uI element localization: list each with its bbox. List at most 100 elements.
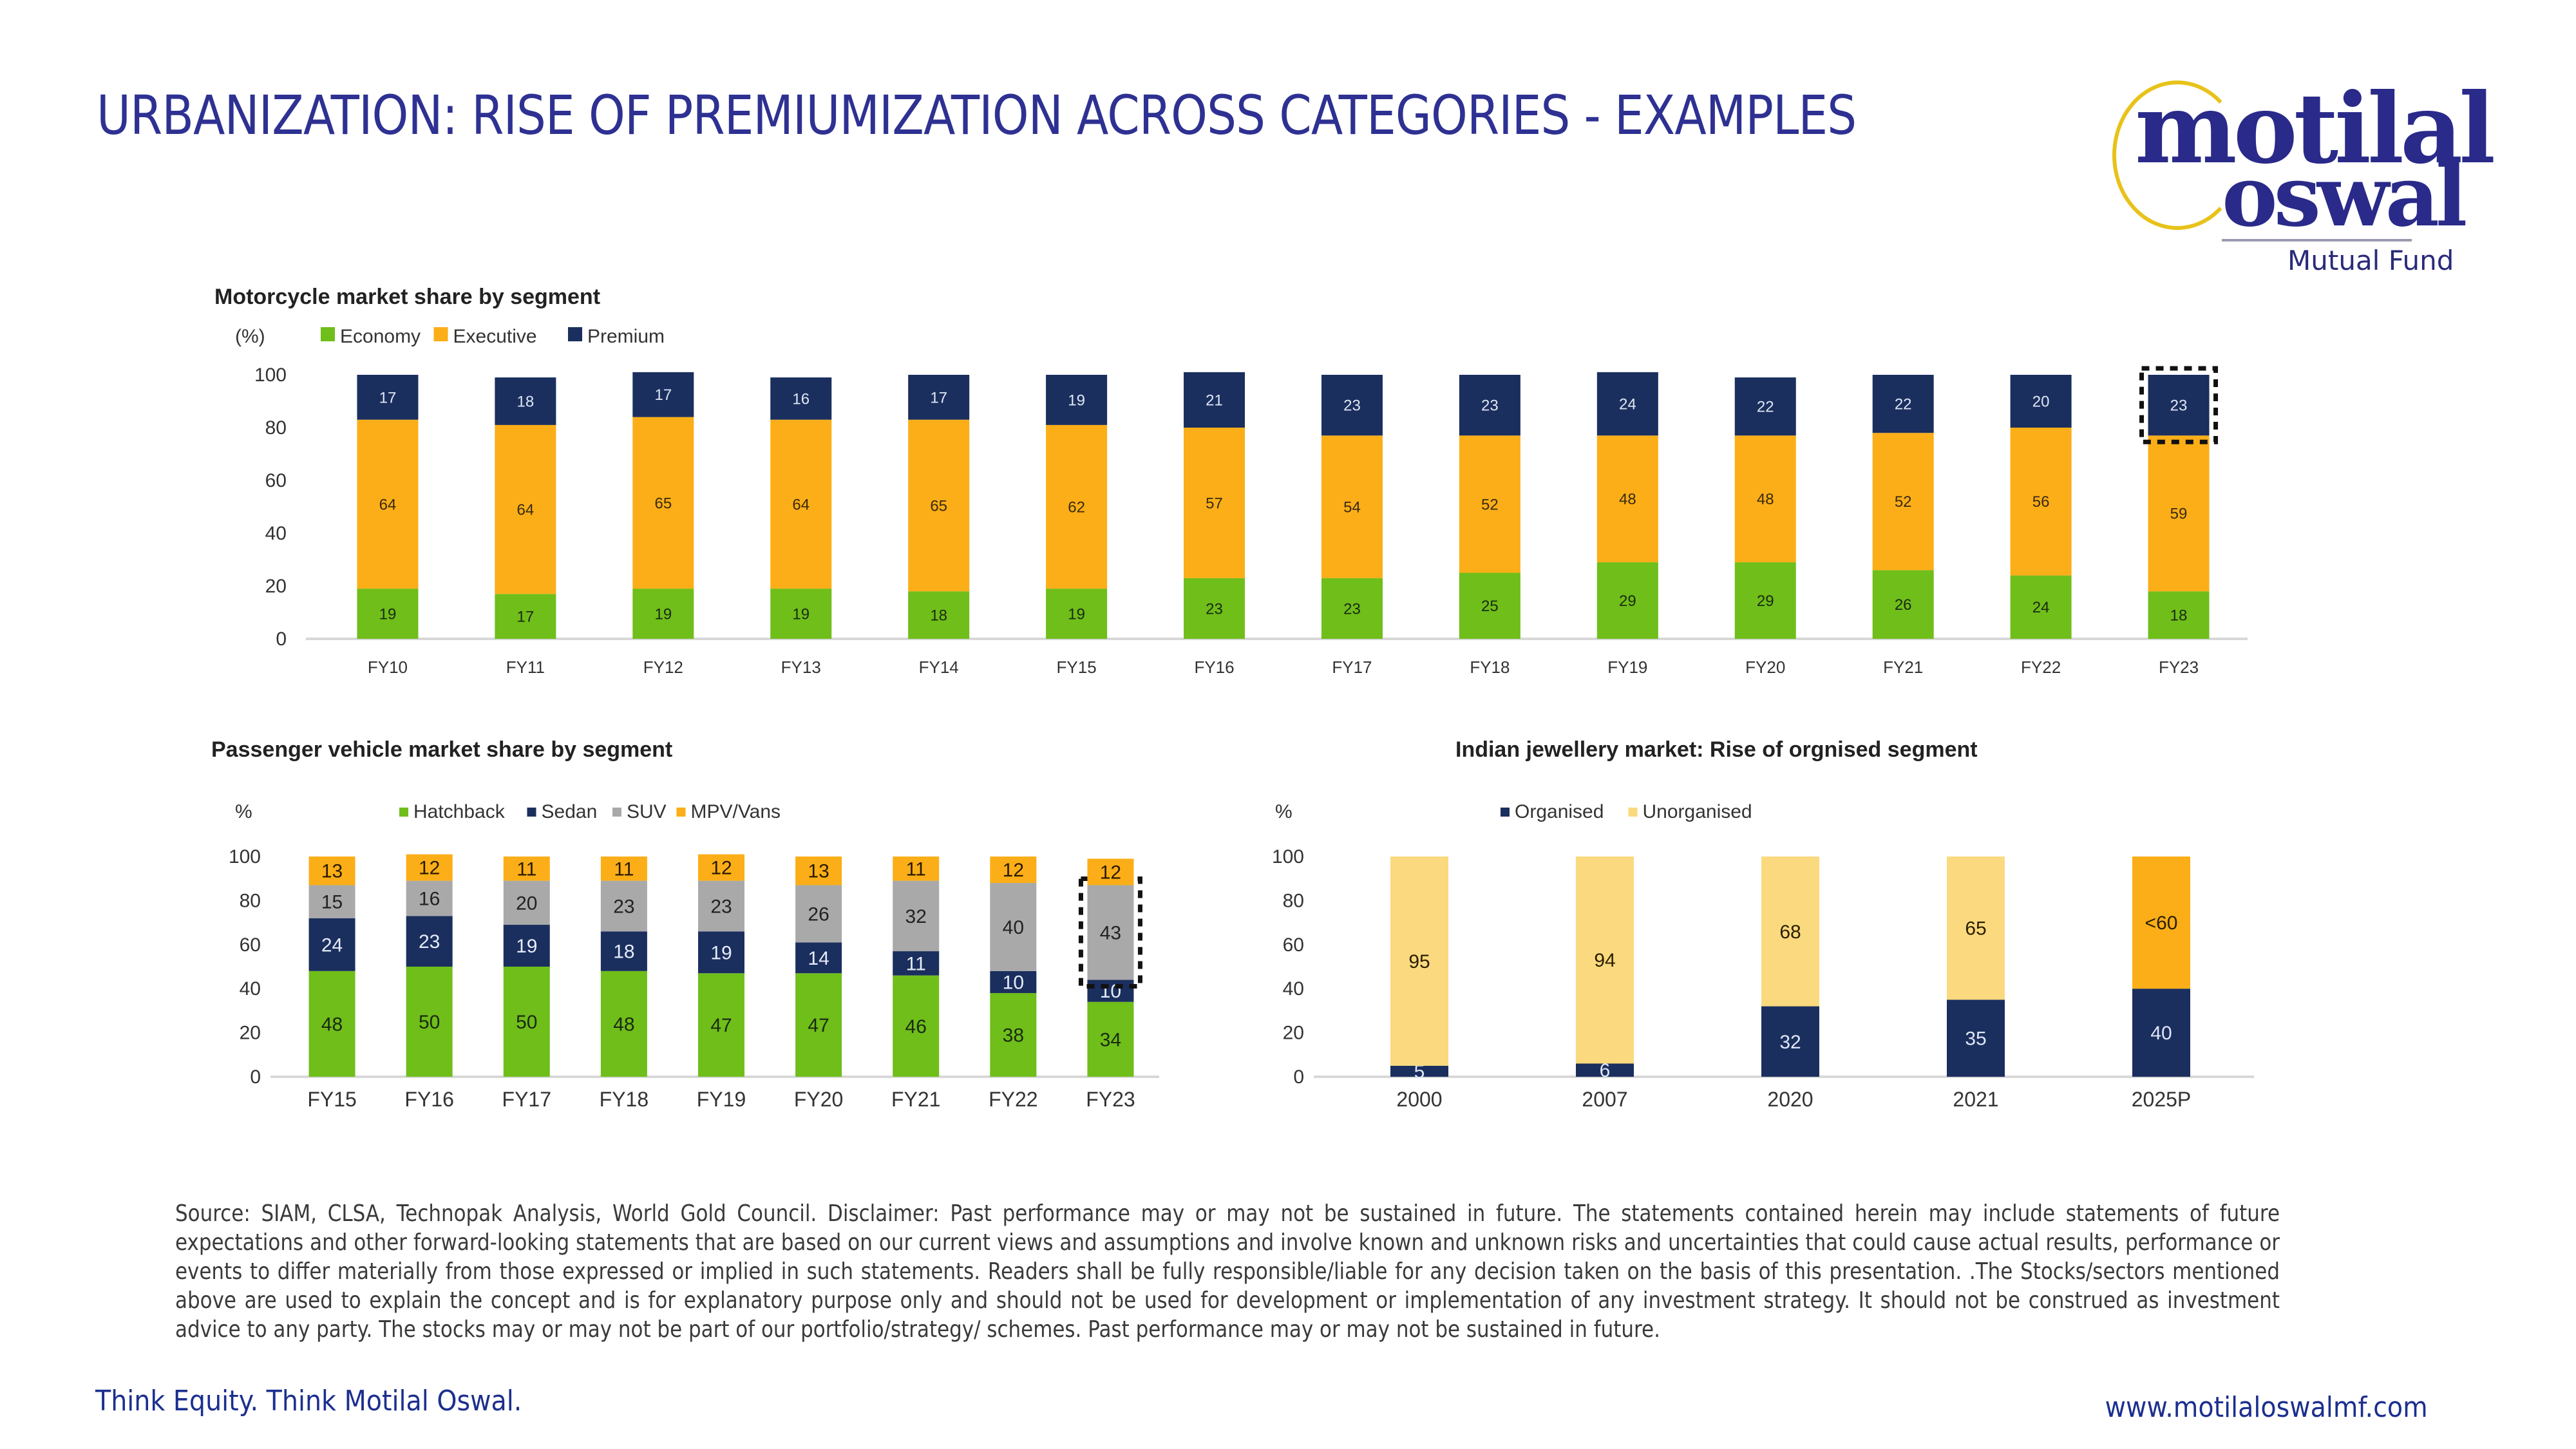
bar-segment-executive-fy16 [1184,428,1245,578]
data-label: 13 [808,861,829,882]
y-tick-label: 100 [254,365,287,386]
bar-segment-economy-fy13 [770,589,832,639]
brand-logo: motilal oswal Mutual Fund [2099,68,2512,287]
legend-label: Unorganised [1643,801,1752,822]
bar-segment-unorganised-2000 [1390,857,1448,1066]
data-label: 12 [419,858,440,879]
x-tick-label: FY18 [1470,658,1510,677]
x-tick-label: FY14 [919,658,959,677]
logo-word-oswal: oswal [2222,147,2467,245]
bar-segment-executive-fy23 [2148,435,2210,592]
data-label: 23 [419,931,440,952]
y-tick-label: 60 [1283,934,1304,956]
data-label: 14 [808,948,829,969]
x-tick-label: 2000 [1396,1088,1442,1111]
legend-label: MPV/Vans [691,801,781,822]
legend-swatch-hatchback [399,808,408,817]
bar-segment-mpvvans-fy17 [503,857,550,881]
x-tick-label: FY10 [368,658,408,677]
y-tick-label: 60 [240,934,261,956]
bar-segment-executive-fy19 [1596,435,1658,563]
data-label: 23 [613,896,634,917]
data-label: 50 [516,1012,537,1033]
bar-segment-sedan-fy16 [406,916,453,967]
y-tick-label: 20 [240,1023,261,1044]
data-label: 54 [1343,498,1361,516]
passenger-vehicle-chart: Passenger vehicle market share by segmen… [211,737,1159,1111]
data-label: 24 [321,934,343,956]
highlight-box [2139,366,2219,444]
data-label: 15 [321,892,343,913]
bar-segment-sedan-fy21 [893,951,940,976]
data-label: 65 [930,497,947,515]
bar-segment-premium-fy21 [1872,375,1934,433]
data-label: 32 [1779,1032,1801,1053]
x-tick-label: FY23 [2159,658,2199,677]
y-tick-label: 0 [250,1066,261,1088]
bar-segment-sedan-fy19 [698,931,744,974]
chart-title: Indian jewellery market: Rise of orgnise… [1455,737,1978,762]
bar-segment-economy-fy19 [1596,562,1658,639]
y-tick-label: 20 [265,576,287,597]
bar-segment-organised-2025p [2132,989,2190,1077]
data-label: 12 [710,858,732,879]
bar-segment-executive-fy11 [495,424,556,594]
bar-segment-premium-fy12 [632,372,694,417]
bar-segment-hatchback-fy16 [406,967,453,1077]
bar-segment-premium-fy13 [770,377,832,420]
legend-swatch-economy [321,327,335,341]
bar-segment-organised-2020 [1761,1006,1819,1077]
bar-segment-suv-fy23 [1087,885,1134,980]
bar-segment-executive-fy14 [908,419,970,592]
x-tick-label: FY18 [600,1088,649,1111]
y-axis-label: % [235,801,252,822]
bar-segment-premium-fy19 [1596,372,1658,436]
bar-segment-hatchback-fy22 [990,993,1037,1077]
data-label: 26 [808,904,829,925]
bar-segment-economy-fy10 [357,589,419,639]
data-label: 17 [654,386,672,404]
data-label: 16 [792,390,810,408]
data-label: 11 [906,953,926,974]
bar-segment-economy-fy23 [2148,591,2210,639]
data-label: 17 [517,609,535,626]
data-label: 20 [516,893,537,914]
y-tick-label: 0 [1293,1066,1304,1088]
y-tick-label: 40 [240,978,261,999]
legend-swatch-sedan [527,808,536,817]
data-label: 56 [2032,493,2050,511]
motorcycle-chart: Motorcycle market share by segment (%) Eco… [214,285,2248,677]
data-label: 26 [1895,596,1912,614]
footer-website-link[interactable]: www.motilaloswalmf.com [2105,1391,2428,1424]
y-axis-label: (%) [235,326,265,347]
data-label: 17 [379,389,397,406]
data-label: 65 [654,495,672,512]
bar-segment-hatchback-fy23 [1087,1001,1134,1077]
bar-segment-organised-2000 [1390,1065,1448,1077]
bar-segment-sedan-fy17 [503,925,550,967]
x-tick-label: FY16 [404,1088,453,1111]
data-label: 52 [1481,496,1499,513]
bar-segment-organised-2021 [1947,999,2005,1077]
data-label: 18 [613,942,634,963]
data-label: 18 [517,393,535,410]
data-label: <60 [2145,913,2178,934]
legend-swatch-premium [568,327,582,341]
data-label: 48 [1757,491,1774,508]
bar-segment-sedan-fy20 [795,942,842,974]
x-tick-label: FY19 [697,1088,746,1111]
data-label: 23 [710,896,732,917]
bar-segment-suv-fy18 [600,880,647,932]
legend-swatch-executive [433,327,448,341]
bar-segment-executive-fy20 [1734,435,1796,563]
data-label: 12 [1100,862,1121,883]
jewellery-chart: Indian jewellery market: Rise of orgnise… [1272,737,2254,1111]
bar-segment-premium-fy16 [1184,372,1245,428]
footer-tagline: Think Equity. Think Motilal Oswal. [95,1385,522,1417]
bar-segment-economy-fy20 [1734,562,1796,639]
x-tick-label: 2021 [1953,1088,1998,1111]
x-tick-label: FY21 [1883,658,1923,677]
data-label: 95 [1408,951,1430,972]
bar-segment-sedan-fy15 [308,918,355,971]
bar-segment-economy-fy21 [1872,570,1934,639]
